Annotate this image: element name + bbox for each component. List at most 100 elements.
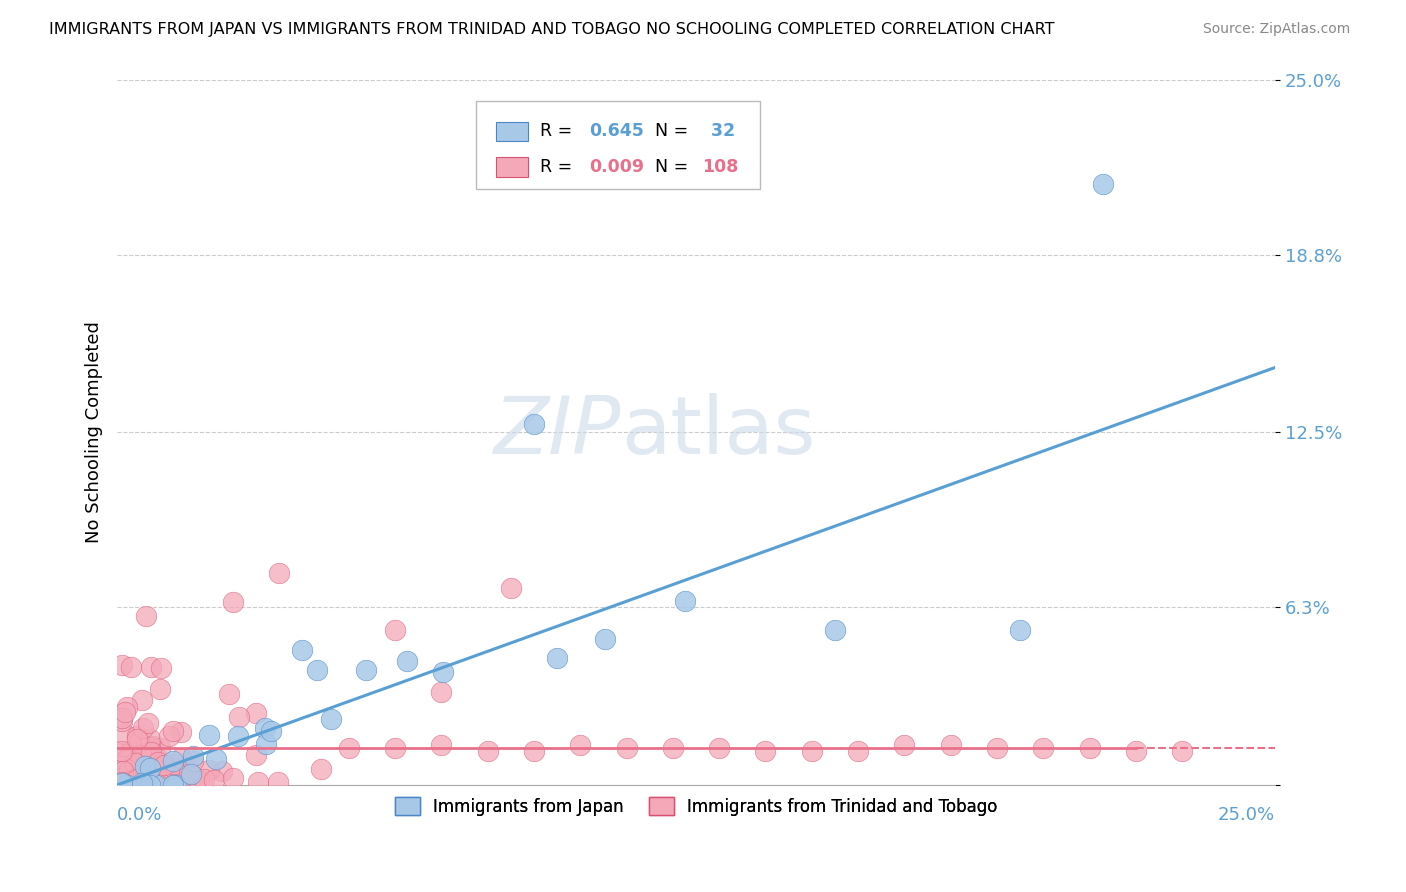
Point <box>499 581 522 595</box>
Point <box>149 740 172 755</box>
Point <box>111 744 134 758</box>
Point <box>111 775 134 789</box>
Point <box>122 770 145 784</box>
Point <box>673 594 696 608</box>
Legend: Immigrants from Japan, Immigrants from Trinidad and Tobago: Immigrants from Japan, Immigrants from T… <box>388 790 1004 822</box>
Point <box>132 722 155 736</box>
Point <box>179 765 201 780</box>
Point <box>319 712 342 726</box>
Point <box>139 731 162 746</box>
Point <box>477 744 499 758</box>
Point <box>134 759 156 773</box>
FancyBboxPatch shape <box>477 101 759 189</box>
Text: Source: ZipAtlas.com: Source: ZipAtlas.com <box>1202 22 1350 37</box>
Point <box>254 721 277 735</box>
Point <box>111 775 134 789</box>
Point <box>754 744 776 758</box>
Point <box>145 762 167 776</box>
Point <box>163 760 186 774</box>
Point <box>117 746 139 760</box>
Point <box>129 747 152 762</box>
Point <box>162 754 184 768</box>
Point <box>986 741 1008 756</box>
Point <box>259 724 281 739</box>
Point <box>111 753 134 767</box>
Point <box>118 763 141 777</box>
Point <box>1078 741 1101 756</box>
Point <box>893 739 915 753</box>
Point <box>1125 744 1147 758</box>
Point <box>291 642 314 657</box>
Point <box>662 741 685 756</box>
Point <box>117 700 139 714</box>
Text: N =: N = <box>655 158 695 176</box>
Point <box>846 744 869 758</box>
Point <box>186 772 208 787</box>
Point <box>824 623 846 637</box>
Point <box>198 728 221 742</box>
Point <box>197 763 219 777</box>
Point <box>131 776 153 790</box>
Point <box>160 763 183 777</box>
Point <box>139 659 162 673</box>
Text: atlas: atlas <box>621 393 815 472</box>
Point <box>135 739 157 753</box>
Point <box>115 778 138 792</box>
Point <box>111 658 134 673</box>
Point <box>112 755 135 769</box>
Text: 25.0%: 25.0% <box>1218 806 1275 824</box>
Point <box>146 755 169 769</box>
Point <box>432 665 454 680</box>
Point <box>170 750 193 764</box>
Point <box>153 758 176 772</box>
Point <box>167 773 190 788</box>
Point <box>157 730 180 744</box>
Text: ZIP: ZIP <box>494 393 621 472</box>
Point <box>170 725 193 739</box>
Point <box>254 737 277 751</box>
Point <box>430 684 453 698</box>
Point <box>162 723 184 738</box>
Point <box>228 710 250 724</box>
Point <box>150 661 173 675</box>
Point <box>141 745 163 759</box>
Text: R =: R = <box>540 158 578 176</box>
Point <box>112 727 135 741</box>
Point <box>800 744 823 758</box>
Point <box>162 778 184 792</box>
Text: IMMIGRANTS FROM JAPAN VS IMMIGRANTS FROM TRINIDAD AND TOBAGO NO SCHOOLING COMPLE: IMMIGRANTS FROM JAPAN VS IMMIGRANTS FROM… <box>49 22 1054 37</box>
Point <box>111 711 134 725</box>
Point <box>125 772 148 786</box>
Point <box>569 739 592 753</box>
Text: 0.645: 0.645 <box>589 122 644 140</box>
Point <box>114 753 136 767</box>
Text: 32: 32 <box>706 122 735 140</box>
Point <box>120 775 142 789</box>
Point <box>523 744 546 758</box>
Point <box>114 705 136 719</box>
Point <box>267 775 290 789</box>
Point <box>135 608 157 623</box>
Point <box>222 594 245 608</box>
Point <box>127 731 149 746</box>
Point <box>111 773 134 788</box>
Point <box>111 758 134 772</box>
Point <box>136 716 159 731</box>
Point <box>149 682 172 697</box>
Point <box>124 770 146 784</box>
Text: N =: N = <box>655 122 695 140</box>
Point <box>134 746 156 760</box>
Point <box>593 632 616 646</box>
Point <box>305 663 328 677</box>
Point <box>193 772 215 786</box>
Text: 0.0%: 0.0% <box>117 806 163 824</box>
Point <box>222 771 245 785</box>
Text: 0.009: 0.009 <box>589 158 644 176</box>
Point <box>202 773 225 788</box>
Point <box>145 778 167 792</box>
Point <box>136 747 159 762</box>
Point <box>337 741 360 756</box>
Point <box>1010 623 1032 637</box>
Point <box>122 749 145 764</box>
Point <box>1171 744 1194 758</box>
